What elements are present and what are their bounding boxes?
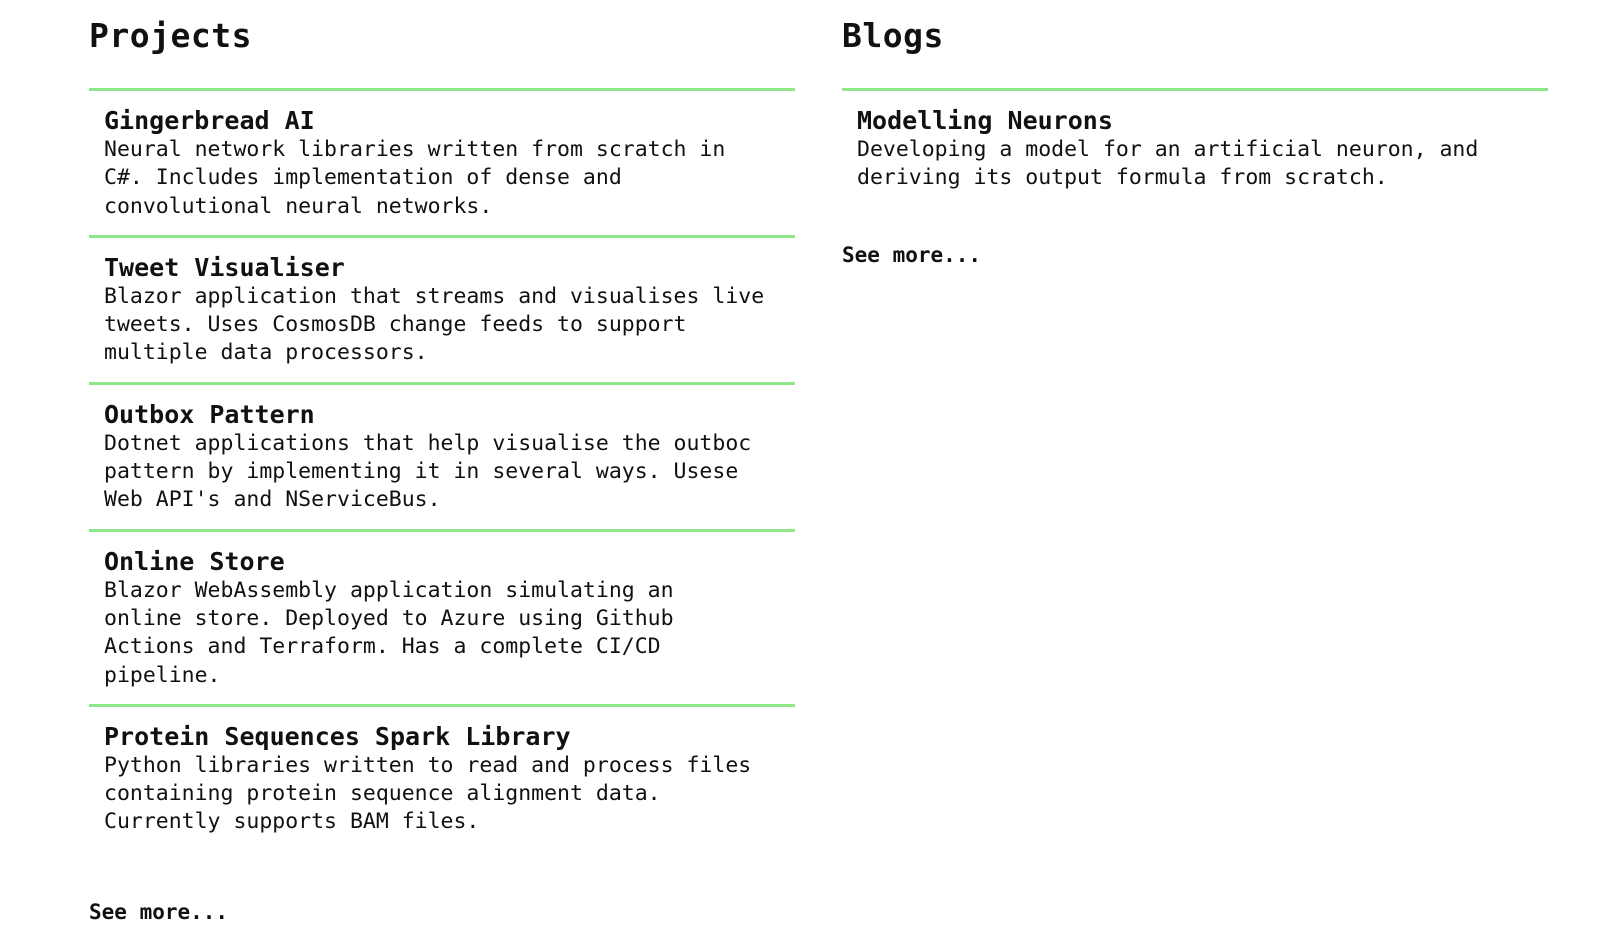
project-item[interactable]: Protein Sequences Spark Library Python l… <box>89 703 795 851</box>
project-description: Dotnet applications that help visualise … <box>104 430 752 513</box>
projects-section: Projects Gingerbread AI Neural network l… <box>89 0 795 924</box>
project-item[interactable]: Outbox Pattern Dotnet applications that … <box>89 381 795 529</box>
project-title[interactable]: Outbox Pattern <box>104 399 315 429</box>
project-title[interactable]: Online Store <box>104 546 285 576</box>
blogs-see-more-link[interactable]: See more... <box>842 243 982 267</box>
project-item[interactable]: Tweet Visualiser Blazor application that… <box>89 234 795 382</box>
blogs-section: Blogs Modelling Neurons Developing a mod… <box>842 0 1548 267</box>
projects-see-more-link[interactable]: See more... <box>89 900 229 924</box>
project-description: Blazor WebAssembly application simulatin… <box>104 577 674 688</box>
blog-title[interactable]: Modelling Neurons <box>857 106 1113 135</box>
blog-description: Developing a model for an artificial neu… <box>857 137 1479 191</box>
project-title[interactable]: Protein Sequences Spark Library <box>104 721 571 751</box>
blog-item[interactable]: Modelling Neurons Developing a model for… <box>842 88 1548 207</box>
project-description: Neural network libraries written from sc… <box>104 137 726 219</box>
project-description: Python libraries written to read and pro… <box>104 752 752 835</box>
project-item[interactable]: Gingerbread AI Neural network libraries … <box>89 88 795 235</box>
project-title[interactable]: Gingerbread AI <box>104 106 315 135</box>
project-item[interactable]: Online Store Blazor WebAssembly applicat… <box>89 528 795 704</box>
project-title[interactable]: Tweet Visualiser <box>104 252 345 282</box>
project-description: Blazor application that streams and visu… <box>104 283 765 366</box>
projects-heading: Projects <box>89 16 252 55</box>
blogs-heading: Blogs <box>842 16 944 55</box>
